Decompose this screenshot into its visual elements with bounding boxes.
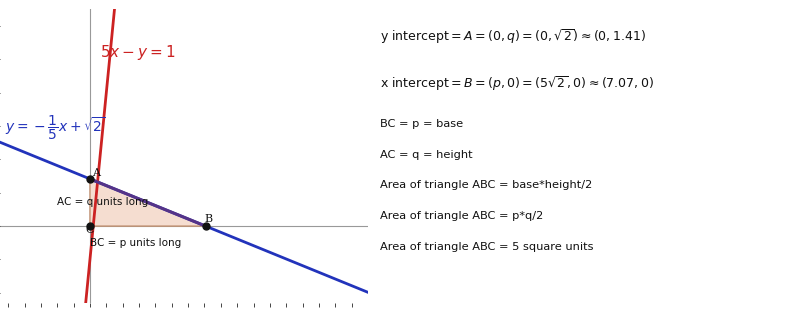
Text: $y = -\dfrac{1}{5}x + \sqrt{2}$: $y = -\dfrac{1}{5}x + \sqrt{2}$ bbox=[5, 113, 106, 142]
Text: Area of triangle ABC = 5 square units: Area of triangle ABC = 5 square units bbox=[380, 242, 594, 252]
Text: $\mathrm{y\ intercept} = A = (0,q) = (0,\sqrt{2}) \approx (0, 1.41)$: $\mathrm{y\ intercept} = A = (0,q) = (0,… bbox=[380, 28, 646, 46]
Text: BC = p = base: BC = p = base bbox=[380, 119, 463, 129]
Polygon shape bbox=[90, 179, 206, 226]
Text: C: C bbox=[86, 225, 94, 235]
Text: AC = q units long: AC = q units long bbox=[58, 197, 149, 207]
Text: $5x - y = 1$: $5x - y = 1$ bbox=[100, 43, 175, 62]
Text: $\mathrm{x\ intercept} = B = (p,0) = (5\sqrt{2},0) \approx (7.07, 0)$: $\mathrm{x\ intercept} = B = (p,0) = (5\… bbox=[380, 74, 654, 93]
Text: BC = p units long: BC = p units long bbox=[90, 239, 182, 248]
Text: B: B bbox=[205, 214, 213, 224]
Text: Area of triangle ABC = p*q/2: Area of triangle ABC = p*q/2 bbox=[380, 211, 543, 221]
Text: AC = q = height: AC = q = height bbox=[380, 150, 473, 159]
Text: A: A bbox=[92, 168, 100, 178]
Text: Area of triangle ABC = base*height/2: Area of triangle ABC = base*height/2 bbox=[380, 180, 592, 190]
